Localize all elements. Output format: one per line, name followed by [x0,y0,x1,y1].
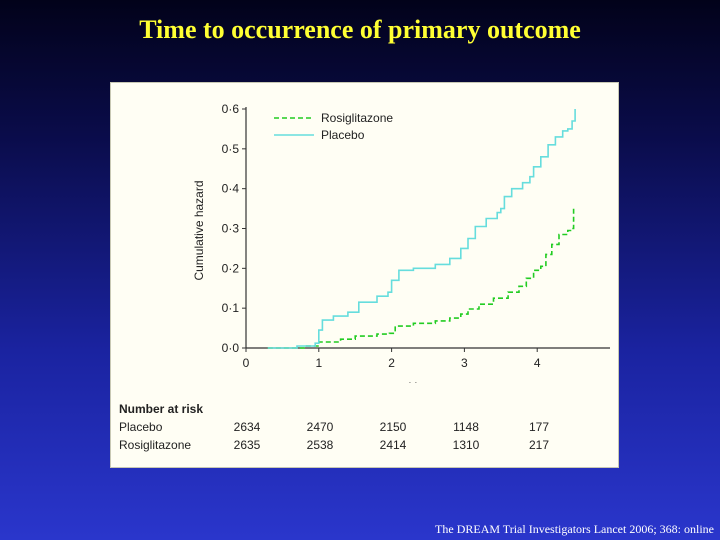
legend-label: Placebo [321,128,365,142]
risk-cell: 1148 [453,420,479,434]
chart-panel: 0·0 0·1 0·2 0·3 0·4 0·5 0·6 0 1 2 3 4 Years Cumulativ… [110,82,619,468]
risk-table-header: Number at risk [119,402,204,416]
y-tick-label: 0·1 [222,301,240,315]
risk-cell: 2634 [233,420,261,434]
y-tick-label: 0·3 [222,222,240,236]
y-tick-label: 0·6 [222,102,240,116]
x-tick-label: 1 [315,356,322,370]
series-line-rosiglitazone [267,207,576,349]
hazard-chart: 0·0 0·1 0·2 0·3 0·4 0·5 0·6 0 1 2 3 4 Years Cumulativ… [192,102,610,383]
risk-cell: 2538 [306,438,334,452]
y-tick-label: 0·4 [222,182,240,196]
risk-row-label-placebo: Placebo [119,420,163,434]
risk-cell: 2635 [233,438,261,452]
risk-cell: 217 [528,438,550,452]
risk-cell: 2150 [379,420,407,434]
legend-label: Rosiglitazone [321,111,393,125]
slide-title: Time to occurrence of primary outcome [139,15,581,44]
x-tick-label: 4 [534,356,541,370]
x-tick-label: 2 [388,356,395,370]
risk-row-label-rosiglitazone: Rosiglitazone [119,438,192,452]
citation: The DREAM Trial Investigators Lancet 200… [435,522,714,536]
x-tick-label: 0 [243,356,250,370]
series-line-placebo [267,109,576,349]
risk-cell: 1310 [452,438,480,452]
x-tick-label: 3 [461,356,468,370]
x-axis-label: Years [409,380,439,383]
y-tick-label: 0·0 [222,341,240,355]
risk-cell: 2470 [306,420,334,434]
y-tick-label: 0·2 [222,261,240,275]
risk-cell: 177 [528,420,550,434]
y-tick-label: 0·5 [222,142,240,156]
y-axis-label: Cumulative hazard [192,180,206,280]
risk-cell: 2414 [379,438,407,452]
risk-table: Number at risk Placebo Rosiglitazone 263… [111,83,620,469]
